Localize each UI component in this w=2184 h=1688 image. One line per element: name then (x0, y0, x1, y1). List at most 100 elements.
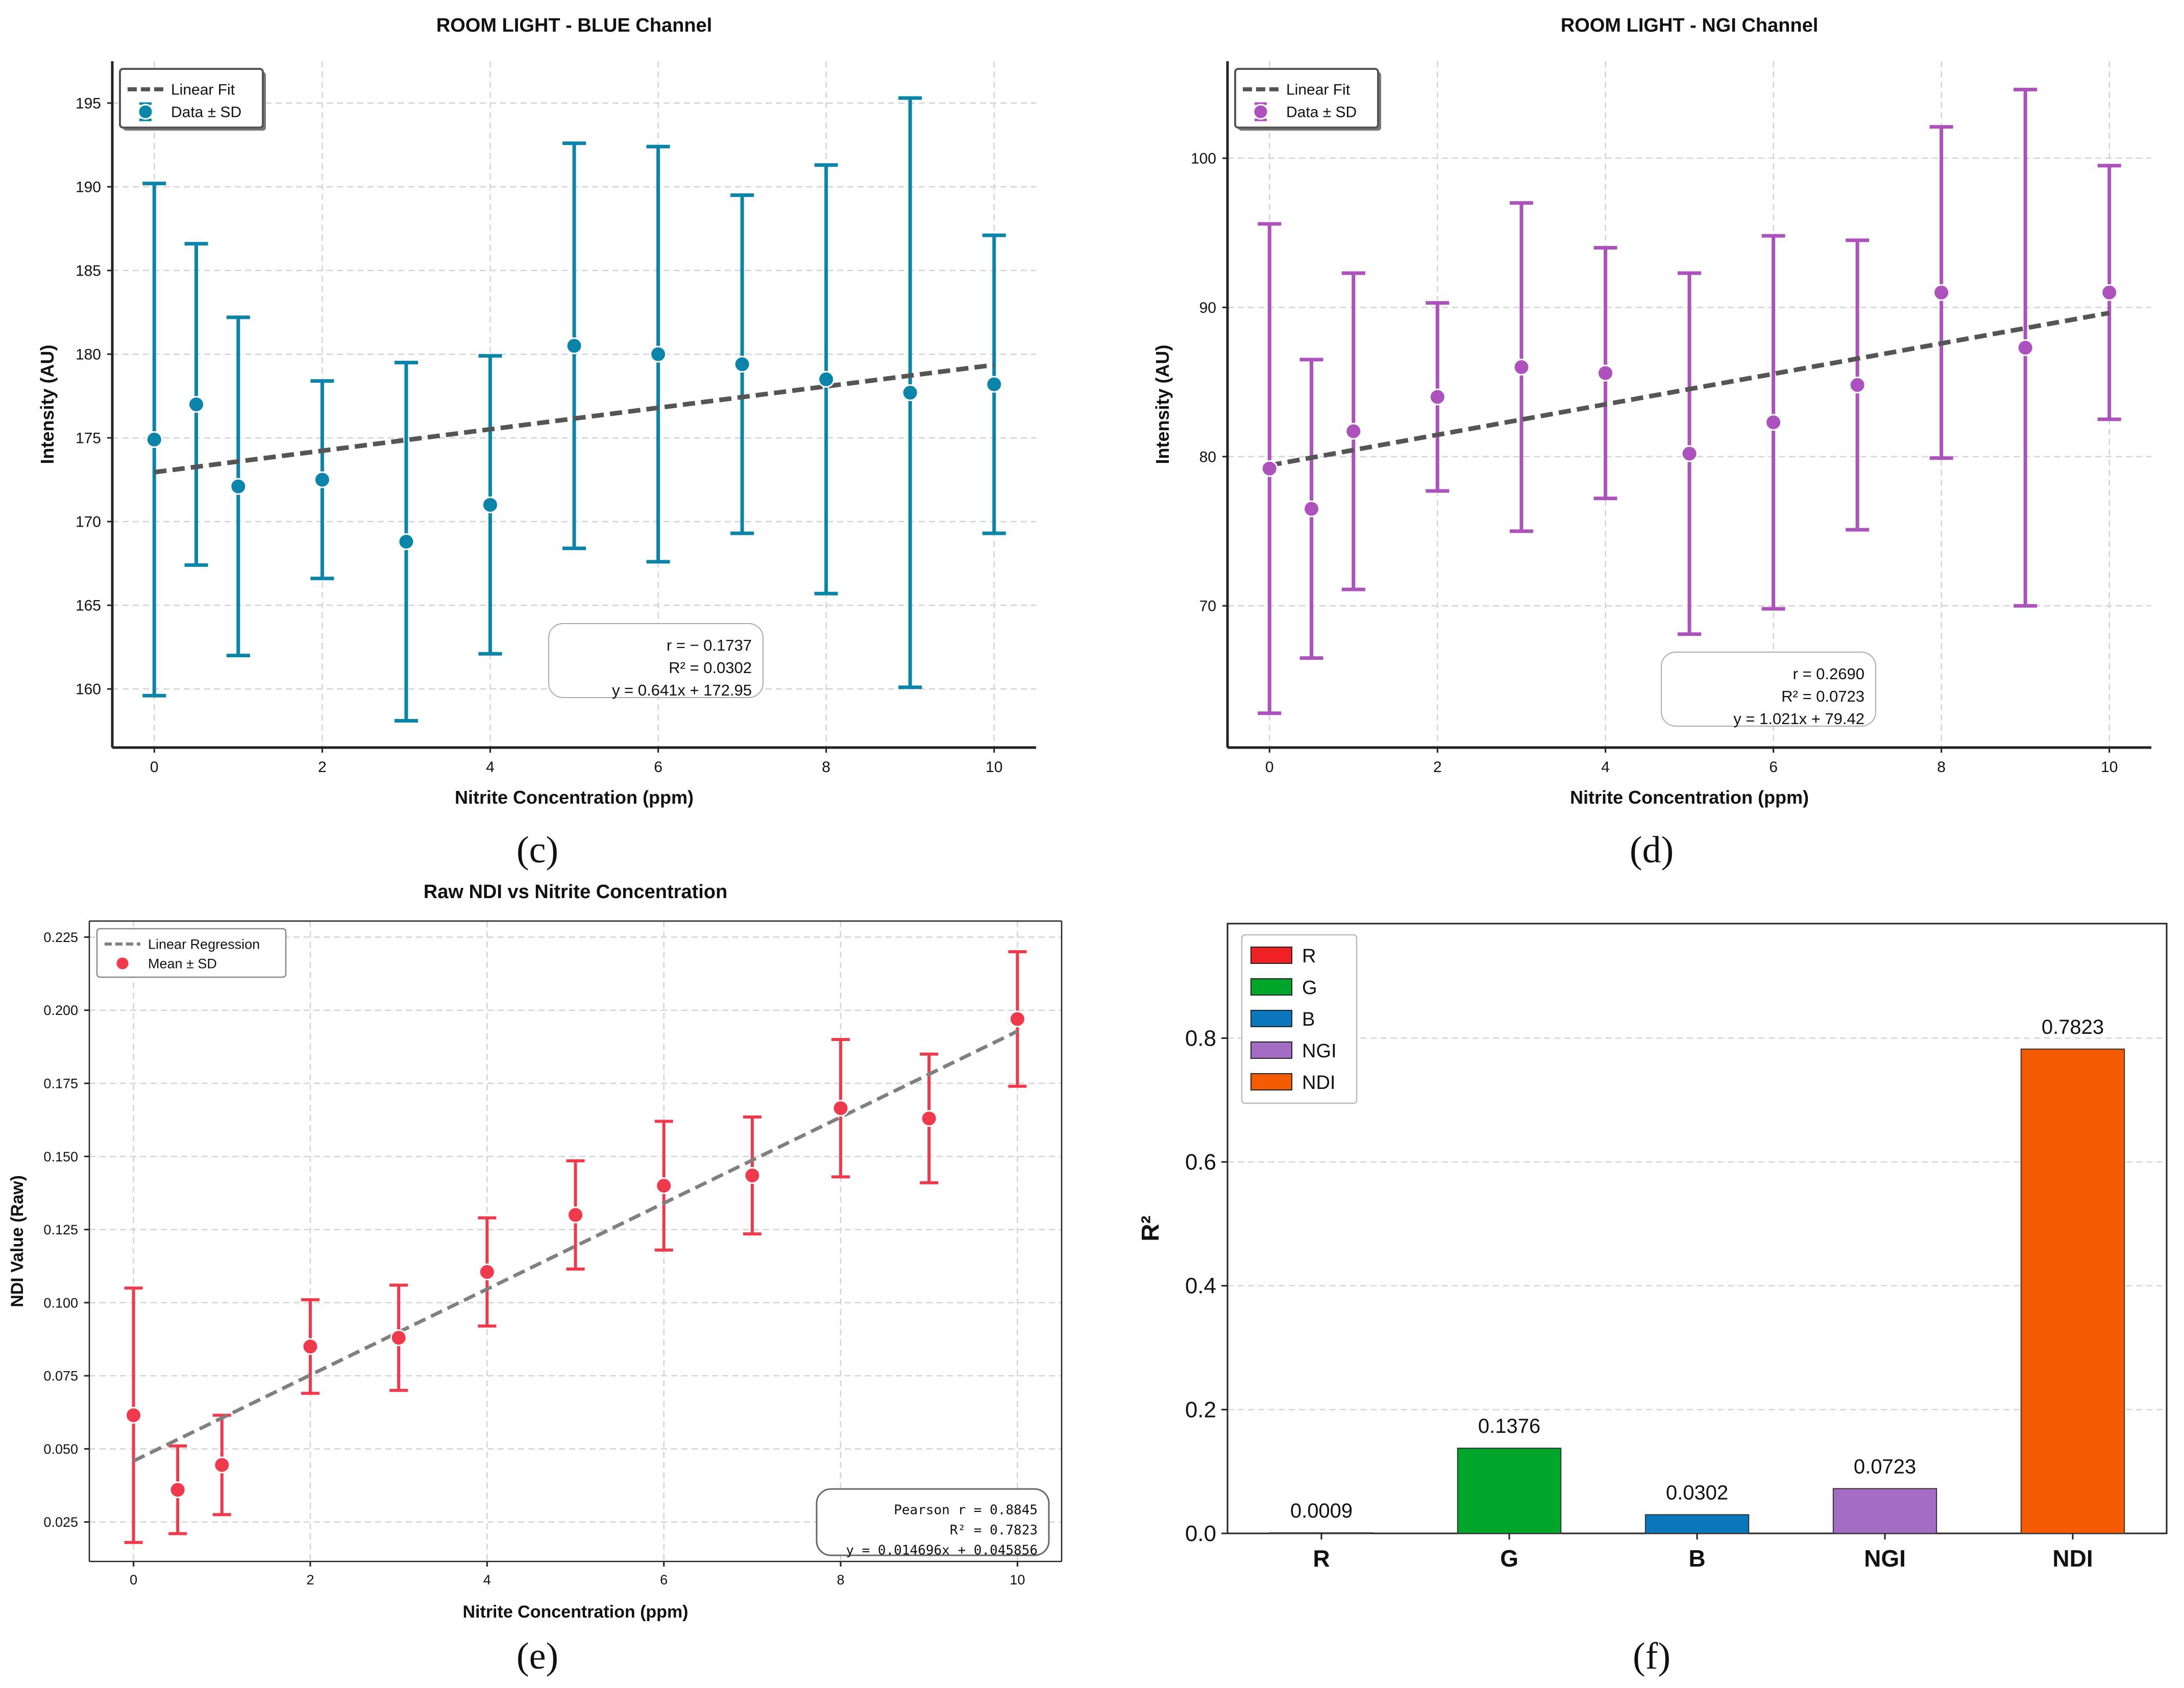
y-axis-label: R² (1137, 1215, 1164, 1242)
x-tick-label: 4 (1601, 759, 1610, 776)
stats-line: r = 0.2690 (1793, 665, 1864, 683)
y-tick-label: 0.175 (43, 1076, 78, 1091)
data-point (169, 1481, 186, 1499)
y-tick-label: 0.8 (1185, 1026, 1216, 1051)
x-tick-label: 0 (150, 759, 159, 776)
fit-line (1269, 310, 2110, 468)
data-point (832, 1100, 849, 1117)
y-tick-label: 0.075 (43, 1369, 78, 1384)
data-point (390, 1329, 407, 1347)
x-tick-label: 2 (306, 1572, 314, 1587)
data-point (1597, 364, 1614, 382)
x-axis-label: Nitrite Concentration (ppm) (1570, 787, 1809, 808)
x-tick-label: 6 (1769, 759, 1778, 776)
stats-line: y = 0.014696x + 0.045856 (846, 1543, 1038, 1558)
y-tick-label: 190 (76, 179, 101, 196)
stats-line: y = 1.021x + 79.42 (1733, 710, 1864, 728)
legend-box (1241, 934, 1358, 1104)
x-tick-label: G (1500, 1545, 1518, 1572)
x-tick-label: 8 (1937, 759, 1946, 776)
chart-panel-f: 0.0 0.2 0.4 0.6 0.8 R² 0.0009 R 0.1376 G 0.0302 B 0.… (1137, 923, 2168, 1677)
data-point (213, 1456, 231, 1474)
x-tick-label: R (1313, 1545, 1330, 1572)
chart-title: Raw NDI vs Nitrite Concentration (424, 881, 727, 903)
data-point (1345, 423, 1362, 440)
y-tick-label: 0.6 (1185, 1150, 1216, 1175)
figure-label: (f) (1633, 1635, 1671, 1677)
data-point (744, 1167, 761, 1184)
y-tick-label: 0.4 (1185, 1274, 1216, 1299)
legend-label: NGI (1302, 1040, 1337, 1062)
legend-data-label: Mean ± SD (148, 956, 217, 971)
bar-B (1645, 1514, 1750, 1534)
y-axis-label: Intensity (AU) (1152, 345, 1173, 464)
legend-label: R (1302, 946, 1316, 967)
x-tick-label: 0 (1265, 759, 1274, 776)
x-tick-label: NDI (2052, 1545, 2093, 1572)
data-point (1681, 445, 1698, 462)
data-point (733, 356, 751, 373)
x-tick-label: 8 (837, 1572, 845, 1587)
legend-data-swatch (1253, 104, 1269, 120)
y-tick-label: 170 (76, 514, 101, 531)
bar-NGI (1832, 1488, 1937, 1534)
data-point (655, 1177, 673, 1195)
x-tick-label: 2 (1433, 759, 1442, 776)
stats-line: R² = 0.0302 (669, 659, 752, 677)
stats-box (1661, 652, 1876, 727)
x-tick-label: 10 (2101, 759, 2118, 776)
data-point (567, 1206, 584, 1224)
legend-fit-label: Linear Fit (171, 82, 235, 98)
y-tick-label: 0.0 (1185, 1521, 1216, 1546)
fit-line (133, 1029, 1018, 1463)
data-point (1513, 358, 1530, 376)
legend-label: NDI (1302, 1072, 1335, 1094)
data-point (1303, 500, 1320, 517)
data-point (145, 431, 163, 448)
data-point (1849, 376, 1866, 393)
x-tick-label: 0 (130, 1572, 137, 1587)
x-tick-label: 4 (483, 1572, 491, 1587)
fit-line (154, 362, 995, 475)
x-tick-label: 2 (318, 759, 327, 776)
data-point (1765, 414, 1782, 431)
bar-value-label: 0.0302 (1666, 1481, 1728, 1504)
data-point (566, 337, 583, 355)
stats-line: Pearson r = 0.8845 (894, 1503, 1038, 1518)
x-tick-label: B (1688, 1545, 1705, 1572)
data-point (478, 1263, 496, 1281)
bar-value-label: 0.7823 (2042, 1016, 2104, 1038)
y-tick-label: 0.125 (43, 1222, 78, 1237)
legend-box (96, 928, 287, 978)
legend-label: B (1302, 1009, 1315, 1030)
y-tick-label: 160 (76, 681, 101, 698)
chart-panel-d: 0 2 4 6 8 10 70 80 90 100 ROOM LIGHT - NGI Channel… (1152, 15, 2151, 871)
x-tick-label: NGI (1864, 1545, 1906, 1572)
stats-box (548, 623, 764, 698)
y-tick-label: 70 (1199, 598, 1216, 615)
legend-swatch-B (1250, 1010, 1292, 1027)
bar-NDI (2020, 1048, 2125, 1534)
data-point (986, 376, 1003, 393)
x-axis-label: Nitrite Concentration (ppm) (463, 1602, 689, 1622)
figure-label: (c) (517, 829, 558, 871)
y-tick-label: 100 (1191, 151, 1216, 167)
stats-line: y = 0.641x + 172.95 (612, 681, 752, 699)
legend-box (119, 68, 264, 129)
y-axis-label: NDI Value (Raw) (8, 1175, 27, 1307)
stats-box (816, 1488, 1050, 1556)
bar-value-label: 0.0009 (1290, 1500, 1353, 1522)
x-axis-label: Nitrite Concentration (ppm) (455, 787, 694, 808)
data-point (818, 370, 835, 388)
bar-G (1457, 1448, 1562, 1534)
legend-fit-label: Linear Fit (1286, 82, 1351, 98)
data-point (920, 1110, 938, 1127)
data-point (398, 533, 415, 550)
legend-data-swatch (115, 956, 130, 971)
legend-swatch-NGI (1250, 1041, 1292, 1059)
legend-label: G (1302, 977, 1317, 999)
x-tick-label: 4 (486, 759, 495, 776)
y-tick-label: 90 (1199, 300, 1216, 316)
y-tick-label: 185 (76, 263, 101, 280)
